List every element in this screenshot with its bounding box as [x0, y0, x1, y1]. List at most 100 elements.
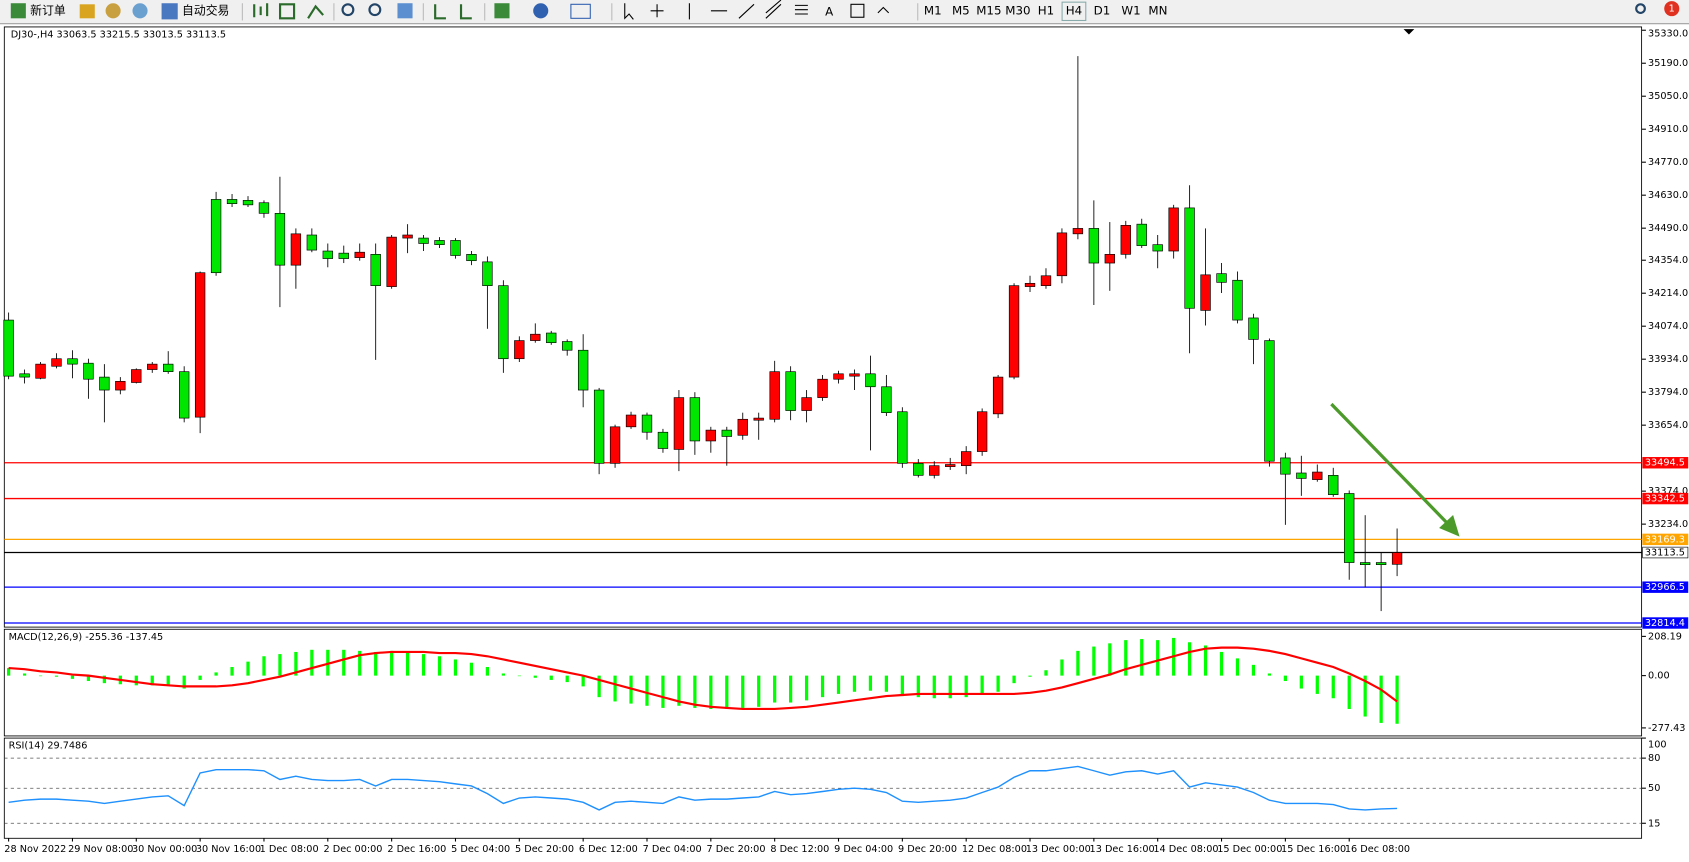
- y-tick-label: 34490.0: [1648, 223, 1688, 234]
- candle-body: [1328, 475, 1339, 496]
- timeframe-button[interactable]: M5: [952, 3, 970, 17]
- crosshair-tool[interactable]: [650, 4, 664, 18]
- candle-body: [593, 389, 605, 464]
- templates[interactable]: [570, 3, 591, 19]
- macd-bar: [358, 650, 362, 676]
- macd-bar: [214, 672, 218, 676]
- macd-bar: [70, 675, 75, 679]
- level-label: 32966.5: [1645, 582, 1685, 593]
- plot: 35330.0 35190.0 35050.0 34910.0 34770.0 34630…: [3, 28, 1689, 855]
- candle-body: [897, 411, 908, 464]
- candle-body: [737, 418, 748, 436]
- indicator-name: MACD(12,26,9): [9, 632, 83, 643]
- timeframe-button[interactable]: W1: [1121, 3, 1140, 17]
- macd-bar: [1331, 675, 1335, 699]
- macd-bar: [1203, 645, 1208, 676]
- candle-body: [817, 378, 828, 398]
- periods[interactable]: [533, 3, 549, 19]
- auto-trading-button[interactable]: 自动交易: [161, 3, 230, 20]
- macd-bar: [390, 650, 394, 676]
- notification-badge[interactable]: [1664, 1, 1680, 17]
- macd-bar: [1363, 675, 1367, 717]
- macd-bar: [246, 661, 250, 676]
- candle-body: [322, 250, 333, 259]
- fibo-tool[interactable]: [794, 4, 808, 15]
- candle-body: [242, 200, 254, 206]
- level-label: 33494.5: [1645, 458, 1685, 469]
- level-label-box: [1642, 457, 1689, 469]
- timeframe-button[interactable]: H1: [1038, 3, 1054, 17]
- macd-bar: [709, 675, 713, 709]
- candle-body: [961, 451, 972, 467]
- candle-body: [929, 465, 940, 476]
- icon[interactable]: [459, 4, 472, 20]
- candle-body: [1248, 317, 1259, 340]
- cursor-tool[interactable]: [624, 3, 634, 20]
- y-tick-label: 15: [1648, 818, 1660, 829]
- x-tick-label: 29 Nov 08:00: [68, 844, 133, 855]
- macd-bar: [278, 654, 282, 676]
- candle-body: [785, 371, 796, 411]
- macd-bar: [1219, 651, 1224, 676]
- button-label: 自动交易: [182, 3, 229, 17]
- new-order-button[interactable]: 新订单: [10, 3, 66, 19]
- candle-body: [705, 429, 717, 442]
- chart-header: DJ30-,H4 33063.5 33215.5 33013.5 33113.5: [11, 29, 226, 40]
- macd-bar: [7, 668, 11, 676]
- candle-body: [1296, 472, 1307, 479]
- search[interactable]: [1635, 3, 1646, 15]
- y-tick-label: 34910.0: [1648, 124, 1688, 135]
- x-tick-label: 15 Dec 00:00: [1217, 844, 1282, 855]
- arrows-tool[interactable]: [877, 6, 890, 14]
- zoom-in[interactable]: [341, 3, 355, 17]
- candle-body: [1136, 223, 1147, 246]
- macd-bar: [677, 675, 681, 706]
- macd-bar: [1267, 673, 1272, 676]
- candle-body: [546, 332, 557, 344]
- y-tick-label: 33374.0: [1648, 486, 1688, 497]
- icon[interactable]: [307, 4, 324, 19]
- label-tool[interactable]: [850, 3, 865, 18]
- timeframe-button[interactable]: MN: [1148, 3, 1167, 17]
- candle-body: [1312, 471, 1323, 480]
- zoom-out[interactable]: [368, 3, 382, 17]
- candle-body: [641, 414, 653, 433]
- macd-bar: [1251, 664, 1256, 676]
- icon[interactable]: [253, 3, 269, 18]
- timeframe-button[interactable]: M30: [1005, 3, 1030, 17]
- icon[interactable]: [278, 3, 296, 20]
- rsi-value: 29.7486: [47, 741, 87, 752]
- candle-body: [1120, 225, 1131, 255]
- channel-tool[interactable]: [765, 0, 782, 19]
- icon[interactable]: [132, 3, 148, 19]
- candle-body: [99, 376, 110, 391]
- macd-header: MACD(12,26,9) -255.36 -137.45: [9, 632, 164, 643]
- indicators[interactable]: [494, 3, 510, 19]
- timeframe-button[interactable]: M15: [976, 3, 1001, 17]
- tile-windows[interactable]: [397, 3, 413, 19]
- level-label-box: [1642, 617, 1689, 629]
- candle-body: [131, 369, 142, 383]
- button-label: 新订单: [30, 3, 66, 17]
- icon[interactable]: [79, 4, 95, 19]
- candle-body: [1024, 282, 1036, 287]
- timeframe-button[interactable]: M1: [924, 3, 942, 17]
- icon[interactable]: [434, 4, 446, 20]
- candle-body: [147, 363, 158, 370]
- icon[interactable]: [105, 3, 121, 19]
- candle-body: [1008, 285, 1020, 378]
- text-tool[interactable]: A: [825, 4, 833, 18]
- candle-body: [338, 252, 349, 259]
- macd-bar: [645, 675, 649, 706]
- macd-bar: [980, 675, 984, 695]
- timeframe-button[interactable]: H4: [1066, 3, 1082, 17]
- candle-body: [689, 397, 701, 442]
- candle-body: [1184, 207, 1195, 309]
- trendline-tool[interactable]: [738, 3, 755, 19]
- timeframe-button[interactable]: D1: [1094, 3, 1111, 17]
- candle-body: [833, 373, 844, 380]
- candle-body: [1232, 279, 1243, 321]
- macd-panel: [3, 628, 1643, 737]
- macd-bar: [1235, 658, 1240, 676]
